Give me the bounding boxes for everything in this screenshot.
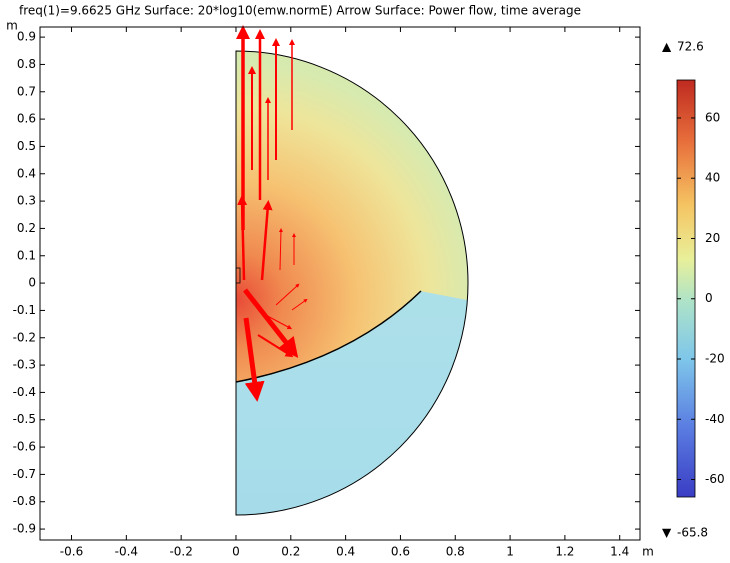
upper-region <box>236 51 468 382</box>
y-tick-label: -0.3 <box>13 358 36 372</box>
arrow <box>260 200 273 281</box>
domain <box>235 50 469 516</box>
y-tick-label: -0.4 <box>13 385 36 399</box>
y-tick-label: -0.8 <box>13 494 36 508</box>
x-tick-label: 0.2 <box>281 545 300 559</box>
y-tick-label: 0.9 <box>17 30 36 44</box>
y-tick-label: 0.1 <box>17 248 36 262</box>
colorbar-tick-label: 60 <box>705 110 720 124</box>
x-tick-label: -0.2 <box>169 545 192 559</box>
arrow <box>259 311 293 330</box>
max-marker: ▲ <box>662 40 672 54</box>
y-tick-label: -0.7 <box>13 467 36 481</box>
colorbar-tick-label: 20 <box>705 231 720 245</box>
x-axis-label: m <box>642 545 654 559</box>
x-tick-label: -0.4 <box>115 545 138 559</box>
outer-boundary <box>235 50 469 516</box>
x-tick-label: 0.4 <box>336 545 355 559</box>
min-label: -65.8 <box>677 526 708 540</box>
y-tick-label: 0.3 <box>17 194 36 208</box>
min-marker: ▼ <box>662 526 672 540</box>
colorbar <box>676 79 696 498</box>
chart-title: freq(1)=9.6625 GHz Surface: 20*log10(emw… <box>19 4 581 18</box>
colorbar-tick-label: 40 <box>705 171 720 185</box>
x-tick-label: 0.8 <box>446 545 465 559</box>
arrows <box>236 25 308 402</box>
arrow <box>257 334 294 358</box>
y-tick-label: 0.2 <box>17 221 36 235</box>
y-tick-label: -0.9 <box>13 522 36 536</box>
arrow <box>237 195 248 281</box>
x-tick-label: 0 <box>232 545 240 559</box>
y-tick-label: -0.6 <box>13 440 36 454</box>
arrow <box>291 298 308 311</box>
arrow <box>278 228 283 271</box>
colorbar-tick-label: -20 <box>705 352 725 366</box>
y-tick-label: -0.5 <box>13 412 36 426</box>
y-tick-label: 0.7 <box>17 84 36 98</box>
x-tick-label: -0.6 <box>60 545 83 559</box>
arrow <box>243 317 265 402</box>
inner-boundary <box>235 290 422 383</box>
colorbar-tick-label: -40 <box>705 412 725 426</box>
y-axis-label: m <box>6 19 18 33</box>
x-tick-label: 1 <box>506 545 514 559</box>
arrow <box>243 288 299 358</box>
colorbar-tick-label: -60 <box>705 472 725 486</box>
y-tick-label: 0.8 <box>17 57 36 71</box>
x-tick-label: 1.4 <box>610 545 629 559</box>
x-tick-label: 1.2 <box>555 545 574 559</box>
source <box>235 267 241 284</box>
y-tick-label: 0.5 <box>17 139 36 153</box>
max-label: 72.6 <box>677 40 704 54</box>
y-tick-label: 0 <box>28 276 36 290</box>
x-tick-label: 0.6 <box>391 545 410 559</box>
arrow <box>275 283 300 306</box>
colorbar-tick-label: 0 <box>705 291 713 305</box>
y-tick-label: -0.2 <box>13 330 36 344</box>
y-tick-label: 0.6 <box>17 112 36 126</box>
y-tick-label: -0.1 <box>13 303 36 317</box>
y-tick-label: 0.4 <box>17 166 36 180</box>
